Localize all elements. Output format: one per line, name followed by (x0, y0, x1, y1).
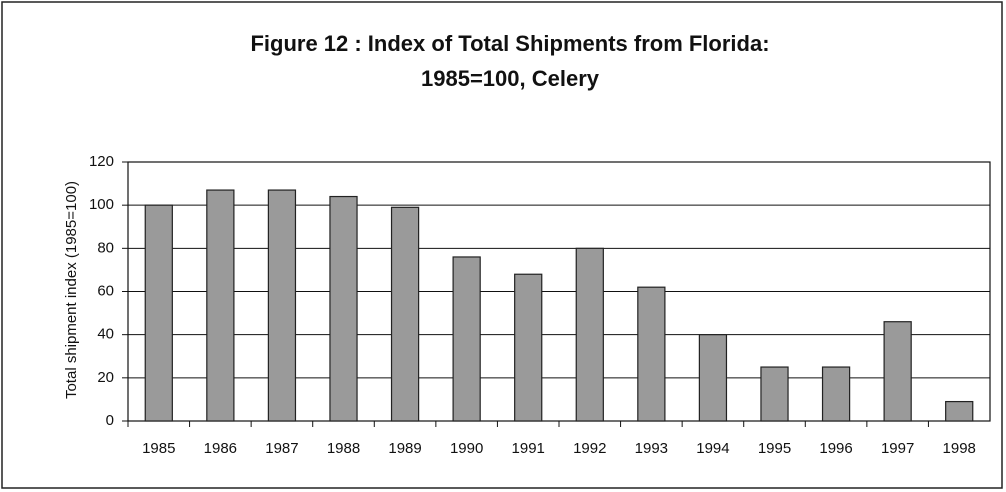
x-tick-label: 1990 (450, 440, 483, 457)
bar (267, 189, 297, 422)
y-tick-label: 120 (89, 153, 114, 170)
x-tick-label: 1994 (696, 440, 729, 457)
chart-title: Figure 12 : Index of Total Shipments fro… (250, 31, 769, 56)
x-tick-label: 1986 (204, 440, 237, 457)
y-tick-label: 100 (89, 196, 114, 213)
bar (945, 400, 974, 422)
y-tick-label: 80 (97, 239, 114, 256)
y-axis-label: Total shipment index (1985=100) (63, 181, 80, 399)
bar (821, 366, 851, 422)
x-tick-label: 1996 (819, 440, 852, 457)
y-tick-label: 0 (106, 412, 114, 429)
x-tick-label: 1988 (327, 440, 360, 457)
bar (206, 189, 235, 422)
x-tick-label: 1985 (142, 440, 175, 457)
bar (514, 273, 543, 422)
bar (760, 366, 789, 422)
bar (698, 334, 728, 422)
bar (637, 286, 666, 422)
x-tick-label: 1991 (512, 440, 545, 457)
x-tick-label: 1997 (881, 440, 914, 457)
y-tick-label: 20 (97, 369, 114, 386)
bar (390, 206, 420, 422)
chart-subtitle: 1985=100, Celery (421, 66, 600, 91)
bar (883, 321, 912, 422)
y-tick-label: 60 (97, 282, 114, 299)
bar (329, 195, 358, 422)
x-tick-label: 1992 (573, 440, 606, 457)
bar (452, 256, 481, 422)
x-tick-label: 1987 (265, 440, 298, 457)
x-tick-label: 1993 (635, 440, 668, 457)
x-tick-label: 1995 (758, 440, 791, 457)
x-tick-label: 1989 (388, 440, 421, 457)
y-tick-label: 40 (97, 326, 114, 343)
x-tick-label: 1998 (943, 440, 976, 457)
bar (575, 247, 604, 422)
bar (144, 204, 173, 422)
